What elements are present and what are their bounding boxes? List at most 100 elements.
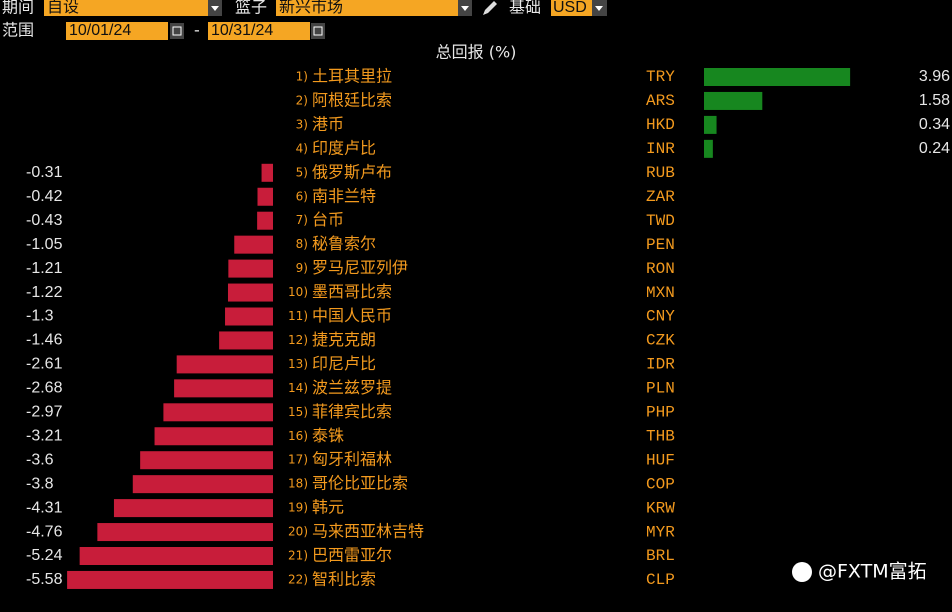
value-label: 0.34 [919, 116, 950, 133]
currency-code: MXN [646, 284, 675, 302]
value-label: -4.76 [26, 523, 63, 540]
rank: 11) [288, 309, 308, 323]
basket-field[interactable] [276, 0, 458, 16]
bar [67, 570, 274, 589]
category-label: 港币 [312, 114, 344, 133]
category-label: 台币 [312, 210, 344, 229]
base-field[interactable] [551, 0, 592, 16]
bar [261, 163, 273, 182]
start-date[interactable]: 10/01/24 [69, 22, 131, 39]
base-label: 基础 [509, 0, 541, 17]
value-label: -3.21 [26, 427, 63, 444]
value-label: -5.24 [26, 547, 63, 564]
rank: 16) [288, 429, 308, 443]
period-label: 期间 [2, 0, 34, 17]
period-value[interactable]: 自设 [47, 0, 79, 16]
currency-code: BRL [646, 547, 675, 565]
bar [257, 187, 273, 206]
currency-code: TWD [646, 212, 675, 230]
value-label: 1.58 [919, 92, 950, 109]
category-label: 波兰兹罗提 [312, 378, 392, 397]
value-label: -3.8 [26, 475, 54, 492]
category-label: 马来西亚林吉特 [312, 522, 424, 541]
rank: 14) [288, 381, 308, 395]
rank: 21) [288, 549, 308, 563]
base-value[interactable]: USD [553, 0, 587, 16]
category-label: 匈牙利福林 [312, 450, 392, 469]
rank: 9) [296, 261, 308, 275]
bar [704, 115, 717, 134]
value-label: -1.05 [26, 236, 63, 253]
value-label: -0.31 [26, 164, 63, 181]
currency-code: RON [646, 260, 675, 278]
currency-code: CZK [646, 332, 675, 350]
end-date[interactable]: 10/31/24 [211, 22, 273, 39]
value-label: -5.58 [26, 571, 63, 588]
rank: 1) [296, 70, 308, 84]
rank: 18) [288, 477, 308, 491]
rank: 3) [296, 117, 308, 131]
rank: 15) [288, 405, 308, 419]
currency-code: KRW [646, 499, 675, 517]
calendar-icon [313, 26, 323, 36]
currency-code: IDR [646, 356, 675, 374]
currency-code: PLN [646, 380, 675, 398]
category-label: 印度卢比 [312, 138, 376, 157]
currency-code: HUF [646, 451, 675, 469]
bar [79, 547, 273, 565]
calendar-icon [172, 26, 182, 36]
category-label: 菲律宾比索 [312, 402, 392, 421]
bar [228, 259, 273, 278]
bar [704, 68, 851, 86]
calendar-button[interactable] [311, 23, 325, 39]
currency-code: CNY [646, 308, 675, 326]
value-label: -1.3 [26, 308, 54, 325]
category-label: 哥伦比亚比索 [312, 474, 408, 493]
category-label: 南非兰特 [312, 186, 376, 205]
category-label: 阿根廷比索 [312, 90, 392, 109]
end-date-field[interactable] [208, 22, 310, 40]
watermark-icon [792, 562, 812, 582]
dropdown-arrow [461, 6, 469, 11]
currency-code: ZAR [646, 188, 675, 206]
range-separator: - [194, 21, 200, 40]
rank: 22) [288, 572, 308, 586]
calendar-button[interactable] [170, 23, 184, 39]
range-label: 范围 [2, 21, 34, 40]
basket-value[interactable]: 新兴市场 [279, 0, 343, 16]
rank: 20) [288, 525, 308, 539]
bar [163, 403, 273, 422]
bar [225, 307, 273, 326]
edit-icon[interactable] [483, 1, 497, 15]
chart-title: 总回报 (%) [436, 43, 517, 62]
value-label: -2.61 [26, 356, 63, 373]
start-date-field[interactable] [66, 22, 168, 40]
currency-code: PEN [646, 236, 675, 254]
currency-code: THB [646, 427, 675, 445]
basket-label: 篮子 [235, 0, 267, 17]
currency-code: COP [646, 475, 675, 493]
bar [257, 211, 273, 230]
category-label: 土耳其里拉 [312, 67, 392, 86]
bar [704, 139, 713, 158]
category-label: 智利比索 [312, 569, 376, 588]
bar [140, 451, 273, 470]
rank: 8) [296, 237, 308, 251]
period-field[interactable] [44, 0, 208, 16]
rank: 4) [296, 141, 308, 155]
rank: 5) [296, 165, 308, 179]
value-label: -1.21 [26, 260, 63, 277]
bar [219, 331, 273, 350]
rank: 13) [288, 357, 308, 371]
bar [227, 283, 273, 302]
value-label: -0.42 [26, 188, 63, 205]
rank: 6) [296, 189, 308, 203]
watermark: @FXTM富拓 [818, 561, 927, 583]
value-label: -0.43 [26, 212, 63, 229]
currency-code: TRY [646, 68, 675, 86]
currency-code: ARS [646, 92, 675, 110]
rank: 10) [288, 285, 308, 299]
bar [704, 91, 763, 110]
dropdown-arrow [595, 6, 603, 11]
rank: 7) [296, 213, 308, 227]
